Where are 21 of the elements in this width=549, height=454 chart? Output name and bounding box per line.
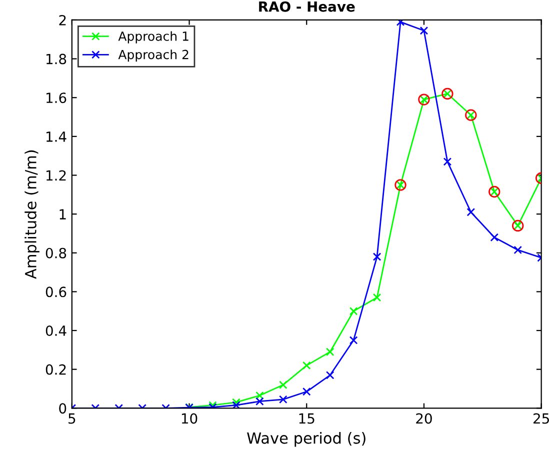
y-tick-label: 0.2 [46,364,66,375]
y-tick-label: 2 [59,14,66,26]
legend-label: Approach 2 [118,50,188,62]
y-tick-label: 0.6 [46,286,66,298]
y-tick-label: 1.2 [46,170,66,181]
y-tick-label: 1.6 [46,92,66,104]
y-tick-label: 1.4 [46,132,66,142]
y-tick-label: 1 [60,209,66,220]
x-tick-label: 25 [533,413,549,424]
y-tick-label: 1.8 [46,54,66,64]
x-axis-title: Wave period (s) [247,432,366,447]
x-tick-label: 15 [299,413,314,424]
y-axis-title: Amplitude (m/m) [24,150,40,279]
y-tick-label: 0 [59,403,66,414]
x-tick-label: 5 [68,413,76,424]
y-tick-label: 0.8 [46,248,66,258]
chart-title: RAO - Heave [259,1,355,12]
x-tick-label: 20 [416,413,432,424]
legend-label: Approach 1 [118,31,188,44]
x-tick-label: 10 [182,413,198,424]
y-tick-label: 0.4 [46,325,66,336]
